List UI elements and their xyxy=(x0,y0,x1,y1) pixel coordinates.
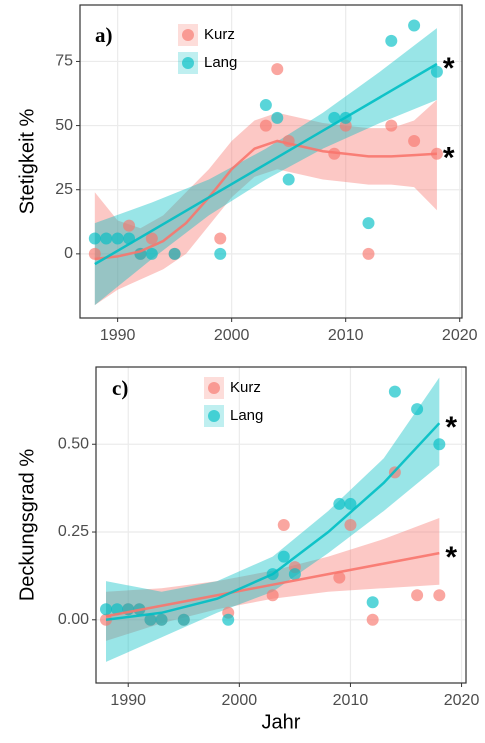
y-axis-title: Deckungsgrad % xyxy=(16,449,38,602)
legend-key xyxy=(182,57,194,69)
panel-label: c) xyxy=(112,376,128,400)
point xyxy=(362,217,375,230)
point xyxy=(366,613,379,626)
y-tick-label: 25 xyxy=(55,181,73,198)
legend-label: Kurz xyxy=(204,26,235,43)
point xyxy=(271,63,284,76)
point xyxy=(123,219,136,232)
fit-line xyxy=(105,422,441,622)
x-tick-label: 2000 xyxy=(214,327,250,344)
point xyxy=(277,550,290,563)
plot-border xyxy=(95,366,467,684)
point xyxy=(433,438,446,451)
point xyxy=(288,568,301,581)
point xyxy=(385,34,398,47)
point xyxy=(430,65,443,78)
legend-key xyxy=(182,29,194,41)
point xyxy=(408,19,421,32)
y-tick-label: 0.00 xyxy=(58,611,89,628)
point xyxy=(145,232,158,245)
point xyxy=(144,613,157,626)
confidence-band xyxy=(106,377,440,662)
x-tick-label: 2000 xyxy=(222,692,258,709)
point xyxy=(411,589,424,602)
confidence-band xyxy=(94,28,437,306)
point xyxy=(271,111,284,124)
y-tick-label: 0.50 xyxy=(58,435,89,452)
point xyxy=(344,519,357,531)
plot-border xyxy=(79,4,463,319)
significance-mark: * xyxy=(445,411,457,444)
y-tick-label: 0 xyxy=(64,245,73,262)
point xyxy=(328,147,341,160)
fit-line xyxy=(105,551,440,618)
point xyxy=(168,247,181,260)
point xyxy=(408,134,421,147)
point xyxy=(277,519,290,531)
point xyxy=(411,403,424,416)
point xyxy=(177,613,190,626)
panel-label: a) xyxy=(95,23,113,47)
point xyxy=(333,497,346,510)
y-axis-title: Stetigkeit % xyxy=(16,108,38,214)
y-tick-label: 0.25 xyxy=(58,523,89,540)
legend-label: Lang xyxy=(204,54,237,71)
point xyxy=(333,571,346,584)
point xyxy=(259,119,272,132)
legend-key xyxy=(208,410,220,422)
point xyxy=(366,596,379,609)
point xyxy=(362,247,375,260)
legend-label: Lang xyxy=(230,407,263,424)
significance-mark: * xyxy=(445,541,457,574)
point xyxy=(388,385,401,398)
fit-line xyxy=(94,62,438,266)
x-axis-title: Jahr xyxy=(262,711,301,733)
point xyxy=(344,497,357,510)
point xyxy=(282,173,295,186)
point xyxy=(214,232,227,245)
point xyxy=(259,99,272,112)
point xyxy=(111,232,124,245)
x-tick-label: 2010 xyxy=(328,327,364,344)
point xyxy=(88,232,101,245)
point xyxy=(88,247,101,260)
y-tick-label: 75 xyxy=(55,53,73,70)
x-tick-label: 2010 xyxy=(333,692,369,709)
x-tick-label: 1990 xyxy=(110,692,146,709)
x-tick-label: 2020 xyxy=(442,327,478,344)
point xyxy=(385,119,398,132)
y-tick-label: 50 xyxy=(55,117,73,134)
point xyxy=(222,613,235,626)
point xyxy=(155,613,168,626)
point xyxy=(214,247,227,260)
legend-key xyxy=(208,382,220,394)
point xyxy=(111,603,124,616)
x-tick-label: 1990 xyxy=(100,327,136,344)
fit-line xyxy=(94,139,437,261)
significance-mark: * xyxy=(443,142,455,175)
point xyxy=(100,232,113,245)
point xyxy=(100,603,112,616)
significance-mark: * xyxy=(443,52,455,85)
point xyxy=(433,589,446,602)
legend-label: Kurz xyxy=(230,379,261,396)
point xyxy=(145,247,158,260)
x-tick-label: 2020 xyxy=(444,692,480,709)
point xyxy=(266,589,279,602)
